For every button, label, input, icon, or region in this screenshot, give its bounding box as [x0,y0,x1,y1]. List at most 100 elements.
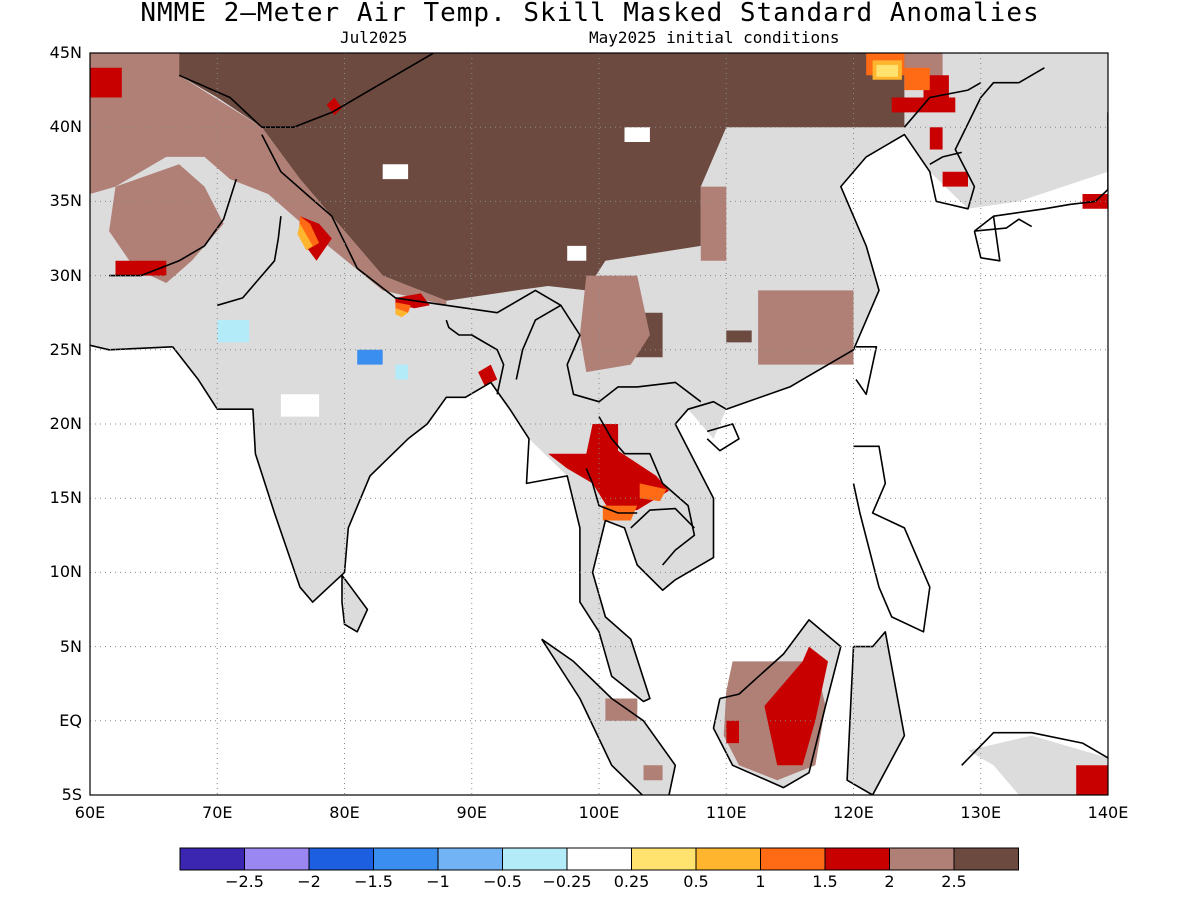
colorbar-label: −0.25 [542,872,592,891]
colorbar-swatch [308,847,374,871]
gridlines [90,53,1108,795]
colorbar-label: −1.5 [354,872,393,891]
colorbar-label: 2.5 [941,872,967,891]
coastlines [90,53,1108,795]
coastline [903,82,982,128]
colorbar-swatch [179,847,245,871]
anomaly-region [700,186,727,261]
target-month-label: Jul2025 [340,28,408,47]
colorbar-swatch [631,847,697,871]
anomaly-region [382,164,409,180]
anomaly-region [567,245,587,261]
latitude-label: 10N [49,562,82,582]
anomaly-region [764,646,828,766]
coastline [973,215,1001,262]
colorbar-swatch [953,847,1019,871]
latitude-label: EQ [59,710,82,730]
initial-conditions-label: May2025 initial conditions [589,28,840,47]
colorbar-label: 1.5 [812,872,838,891]
colorbar-label: −1 [426,872,450,891]
longitude-label: 140E [1087,803,1129,822]
colorbar-swatch [502,847,568,871]
anomaly-region [923,75,949,98]
colorbar-label: 1 [755,872,766,891]
coastline [855,345,878,396]
colorbar-swatch [566,847,632,871]
latitude-label: 15N [49,488,82,508]
anomaly-region [357,349,383,365]
latitude-label: 35N [49,191,82,211]
anomaly-region [968,735,1108,795]
colorbar-swatch [695,847,761,871]
anomaly-region [90,53,447,306]
anomaly-region [904,67,930,91]
coastline [598,416,696,566]
anomaly-region [579,275,650,373]
anomaly-region [726,330,752,343]
colorbar-label: 0.25 [613,872,650,891]
longitude-label: 130E [960,803,1002,822]
anomaly-region [548,424,669,511]
longitude-label: 70E [202,803,233,822]
coastline [929,151,962,165]
anomaly-region [942,171,968,187]
latitude-label: 5N [59,636,82,656]
anomaly-region [395,364,409,380]
coastline [445,319,505,395]
anomaly-region [929,127,943,150]
colorbar-label: −2.5 [225,872,264,891]
colorbar-label: 2 [884,872,895,891]
coastline [90,344,173,351]
coastline [706,423,740,452]
anomaly-region [90,67,122,98]
latitude-label: 30N [49,265,82,285]
longitude-label: 120E [833,803,874,822]
colorbar [179,847,1019,871]
anomaly-region [758,290,854,365]
longitude-label: 60E [74,803,106,822]
anomaly-region [478,364,498,386]
colorbar-swatch [760,847,826,871]
anomaly-region [1076,765,1108,795]
anomaly-region [297,223,313,251]
colorbar-label: 0.5 [683,872,709,891]
coastline [846,630,906,795]
coastline [630,507,695,529]
colorbar-label: −0.5 [483,872,522,891]
map-frame [89,52,1109,796]
anomaly-region [395,302,411,313]
anomaly-region [726,720,739,744]
coastline [515,304,562,380]
anomaly-region [876,64,898,77]
coastline [178,53,435,128]
colorbar-swatch [244,847,310,871]
colorbar-swatch [824,847,890,871]
latitude-label: 25N [49,339,82,359]
anomaly-region [115,260,167,276]
anomaly-region [326,97,342,116]
anomaly-region [179,53,905,301]
coastline [541,638,677,795]
anomaly-region [847,631,905,795]
colorbar-swatch [437,847,503,871]
coastline [585,468,638,514]
anomaly-region [109,164,224,283]
longitude-label: 80E [329,803,360,822]
colorbar-swatch [373,847,439,871]
coastline [172,67,1045,703]
longitude-label: 90E [456,803,487,822]
coastline [961,731,1108,766]
latitude-label: 40N [49,117,82,137]
anomaly-region [280,394,320,417]
coastline [712,619,842,789]
anomaly-region [624,127,650,142]
figure-title: NMME 2–Meter Air Temp. Skill Masked Stan… [140,0,1040,28]
colorbar-label: −2 [297,872,321,891]
anomaly-field [90,53,1108,795]
coastline [974,218,1033,232]
coastline [341,574,369,633]
colorbar-swatch [889,847,955,871]
anomaly-region [605,698,638,721]
